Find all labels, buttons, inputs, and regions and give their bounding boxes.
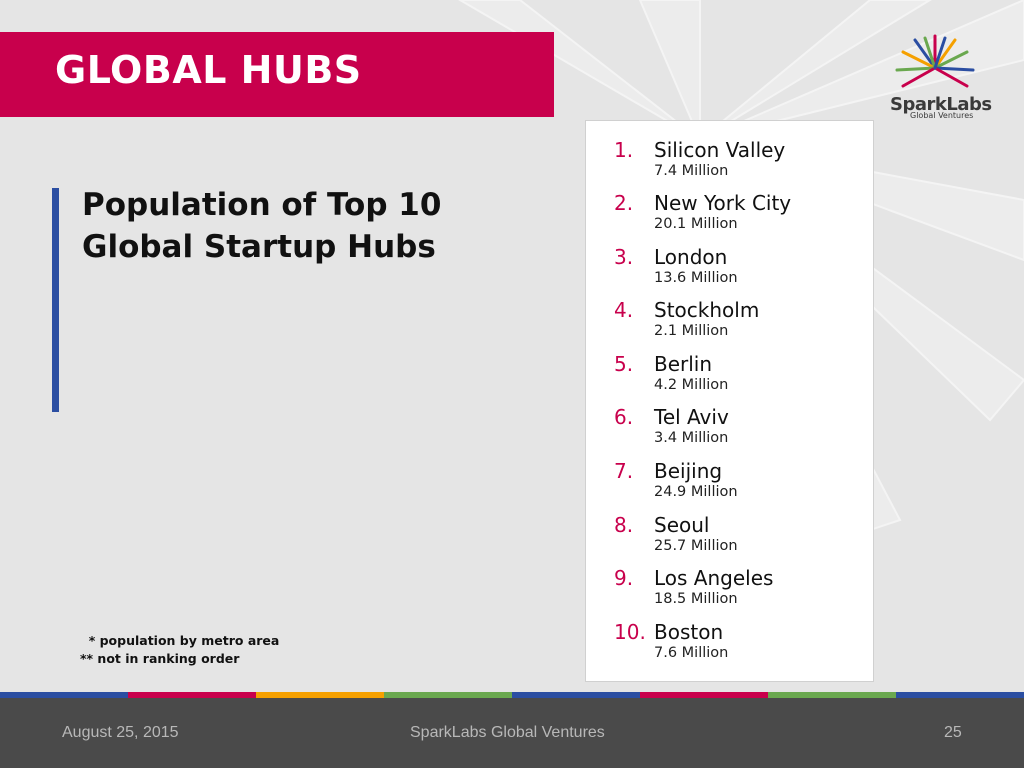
hub-rank: 5. bbox=[614, 352, 634, 376]
stripe-segment bbox=[0, 692, 128, 698]
stripe-segment bbox=[512, 692, 640, 698]
heading-line: Population of Top 10 bbox=[82, 187, 442, 223]
hub-name: Boston bbox=[654, 620, 724, 644]
stripe-segment bbox=[384, 692, 512, 698]
stripe-segment bbox=[768, 692, 896, 698]
hub-name: Berlin bbox=[654, 352, 713, 376]
slide-title: GLOBAL HUBS bbox=[55, 48, 362, 92]
hub-rank: 1. bbox=[614, 138, 634, 162]
hub-name: Beijing bbox=[654, 459, 723, 483]
stripe-segment bbox=[640, 692, 768, 698]
sparklabs-logo-icon bbox=[895, 34, 975, 88]
hub-population: 25.7 Million bbox=[654, 538, 738, 554]
hub-population: 24.9 Million bbox=[654, 484, 738, 500]
hubs-list: 1. Silicon Valley 7.4 Million 2. New Yor… bbox=[585, 120, 874, 682]
footnotes: * population by metro area ** not in ran… bbox=[80, 632, 279, 668]
hub-rank: 10. bbox=[614, 620, 646, 644]
hub-rank: 7. bbox=[614, 459, 634, 483]
stripe-segment bbox=[896, 692, 1024, 698]
hub-name: Stockholm bbox=[654, 298, 760, 322]
hub-population: 3.4 Million bbox=[654, 430, 729, 446]
hub-name: Tel Aviv bbox=[654, 405, 729, 429]
hub-name: New York City bbox=[654, 191, 792, 215]
hub-name: Seoul bbox=[654, 513, 710, 537]
hub-name: Silicon Valley bbox=[654, 138, 786, 162]
hub-population: 20.1 Million bbox=[654, 216, 738, 232]
footer-page-number: 25 bbox=[944, 724, 962, 741]
hub-rank: 9. bbox=[614, 566, 634, 590]
title-bar: GLOBAL HUBS bbox=[0, 32, 554, 117]
stripe-segment bbox=[128, 692, 256, 698]
hub-population: 7.4 Million bbox=[654, 163, 729, 179]
color-stripe bbox=[0, 692, 1024, 698]
slide-footer: August 25, 2015 SparkLabs Global Venture… bbox=[0, 698, 1024, 768]
hub-population: 7.6 Million bbox=[654, 645, 729, 661]
hub-name: Los Angeles bbox=[654, 566, 774, 590]
footer-company: SparkLabs Global Ventures bbox=[410, 724, 605, 741]
hub-rank: 6. bbox=[614, 405, 634, 429]
hub-population: 13.6 Million bbox=[654, 270, 738, 286]
hub-rank: 2. bbox=[614, 191, 634, 215]
footer-date: August 25, 2015 bbox=[62, 724, 179, 741]
hub-rank: 8. bbox=[614, 513, 634, 537]
hub-population: 2.1 Million bbox=[654, 323, 729, 339]
hub-name: London bbox=[654, 245, 728, 269]
hub-population: 18.5 Million bbox=[654, 591, 738, 607]
footnote: * population by metro area bbox=[80, 633, 280, 648]
logo-wordmark: SparkLabs bbox=[890, 94, 992, 115]
slide-heading: Population of Top 10 Global Startup Hubs bbox=[82, 184, 542, 268]
logo-tagline: Global Ventures bbox=[910, 111, 974, 120]
heading-accent-bar bbox=[52, 188, 59, 412]
stripe-segment bbox=[256, 692, 384, 698]
hub-rank: 3. bbox=[614, 245, 634, 269]
heading-line: Global Startup Hubs bbox=[82, 229, 436, 265]
footnote: ** not in ranking order bbox=[80, 651, 240, 666]
hub-rank: 4. bbox=[614, 298, 634, 322]
hub-population: 4.2 Million bbox=[654, 377, 729, 393]
